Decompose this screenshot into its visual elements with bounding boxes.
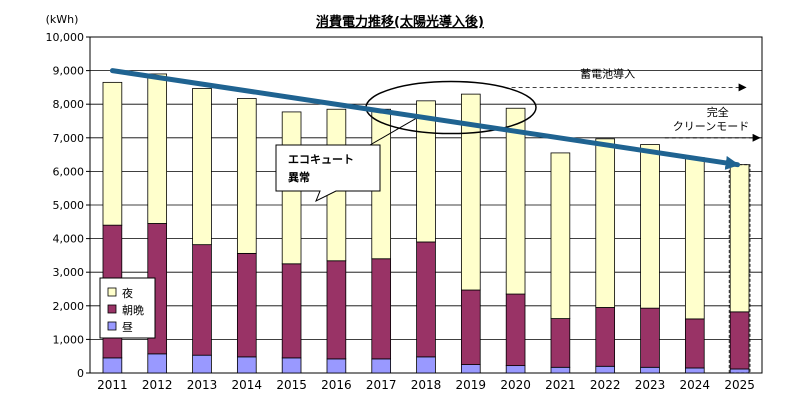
legend-swatch-night (107, 287, 117, 297)
bar-segment (684, 367, 705, 374)
y-tick-label: 5,000 (53, 199, 85, 212)
bar-segment (192, 244, 212, 356)
bar-segment (640, 307, 660, 368)
x-axis: 2011 2012 2013 2014 2015 2016 2017 2018 2019 2020… (97, 378, 755, 392)
bar-segment (595, 138, 616, 308)
bar-segment (281, 263, 302, 359)
bar-segment (102, 357, 123, 374)
legend-label-daytime: 昼 (122, 321, 133, 334)
bar-segment (640, 144, 660, 309)
y-tick-label: 1,000 (53, 333, 85, 346)
x-tick-label: 2020 (500, 378, 531, 392)
bar-segment (550, 318, 571, 368)
x-tick-label: 2013 (187, 378, 218, 392)
callout-label-line1: エコキュート (288, 153, 354, 166)
bar-segment (460, 364, 481, 374)
battery-label: 蓄電池導入 (580, 66, 635, 80)
bar-segment (640, 366, 660, 374)
y-axis: 0 1,000 2,000 3,000 4,000 5,000 6,000 7,000 8,00… (46, 31, 90, 380)
trend-arrow (109, 68, 741, 170)
x-tick-label: 2012 (142, 378, 173, 392)
bar-segment (192, 88, 212, 246)
bar-segment (505, 107, 526, 295)
bar-segment (729, 311, 750, 370)
chart-title: 消費電力推移(太陽光導入後) (316, 14, 484, 30)
bar-segment (460, 93, 481, 291)
y-tick-label: 8,000 (53, 98, 85, 111)
callout-label-line2: 異常 (288, 170, 310, 184)
bar-segment (595, 307, 616, 367)
bar-segment (460, 289, 481, 365)
bar-segment (236, 252, 257, 358)
x-tick-label: 2018 (411, 378, 442, 392)
bar-segment (281, 357, 302, 374)
legend-label-night: 夜 (122, 286, 133, 300)
x-tick-label: 2022 (590, 378, 621, 392)
x-tick-label: 2014 (232, 378, 263, 392)
bar-segment (192, 354, 212, 374)
y-tick-label: 7,000 (53, 132, 85, 145)
callout-pointer (369, 115, 422, 146)
bars (102, 73, 750, 374)
y-tick-label: 3,000 (53, 266, 85, 279)
bar-segment (147, 353, 168, 374)
y-axis-unit-label: (kWh) (46, 13, 79, 26)
x-tick-label: 2019 (456, 378, 487, 392)
bar-segment (505, 293, 526, 367)
y-tick-label: 10,000 (46, 31, 85, 44)
x-tick-label: 2023 (635, 378, 666, 392)
bar-segment (102, 81, 123, 226)
bar-segment (236, 356, 257, 374)
clean-mode-label-line1: 完全 (707, 105, 729, 119)
y-tick-label: 0 (77, 367, 84, 380)
bar-segment (371, 258, 392, 360)
bar-segment (729, 164, 750, 313)
bar-segment (595, 365, 616, 374)
bar-segment (147, 73, 168, 224)
legend-swatch-morning-evening (107, 304, 117, 314)
legend-label-morning-evening: 朝晩 (122, 304, 144, 317)
bar-segment (684, 318, 705, 369)
bar-segment (550, 366, 571, 374)
bar-segment (550, 152, 571, 319)
clean-mode-label-line2: クリーンモード (673, 120, 749, 133)
x-tick-label: 2017 (366, 378, 397, 392)
bar-segment (684, 157, 705, 320)
bar-segment (326, 358, 347, 374)
x-tick-label: 2015 (276, 378, 307, 392)
bar-segment (236, 98, 257, 254)
legend-swatch-daytime (107, 321, 117, 331)
bar-segment (505, 365, 526, 374)
x-tick-label: 2025 (724, 378, 755, 392)
x-tick-label: 2016 (321, 378, 352, 392)
x-tick-label: 2011 (97, 378, 128, 392)
y-tick-label: 6,000 (53, 165, 85, 178)
bar-segment (371, 358, 392, 374)
y-tick-label: 9,000 (53, 65, 85, 78)
callout-bubble (275, 144, 381, 203)
x-tick-label: 2021 (545, 378, 576, 392)
bar-segment (416, 356, 436, 374)
y-tick-label: 4,000 (53, 233, 85, 246)
bar-segment (326, 260, 347, 360)
x-tick-label: 2024 (680, 378, 711, 392)
y-tick-label: 2,000 (53, 300, 85, 313)
bar-segment (416, 100, 436, 243)
bar-segment (416, 241, 436, 358)
legend: 夜 朝晩 昼 (99, 277, 156, 339)
bar-segment (729, 368, 750, 374)
